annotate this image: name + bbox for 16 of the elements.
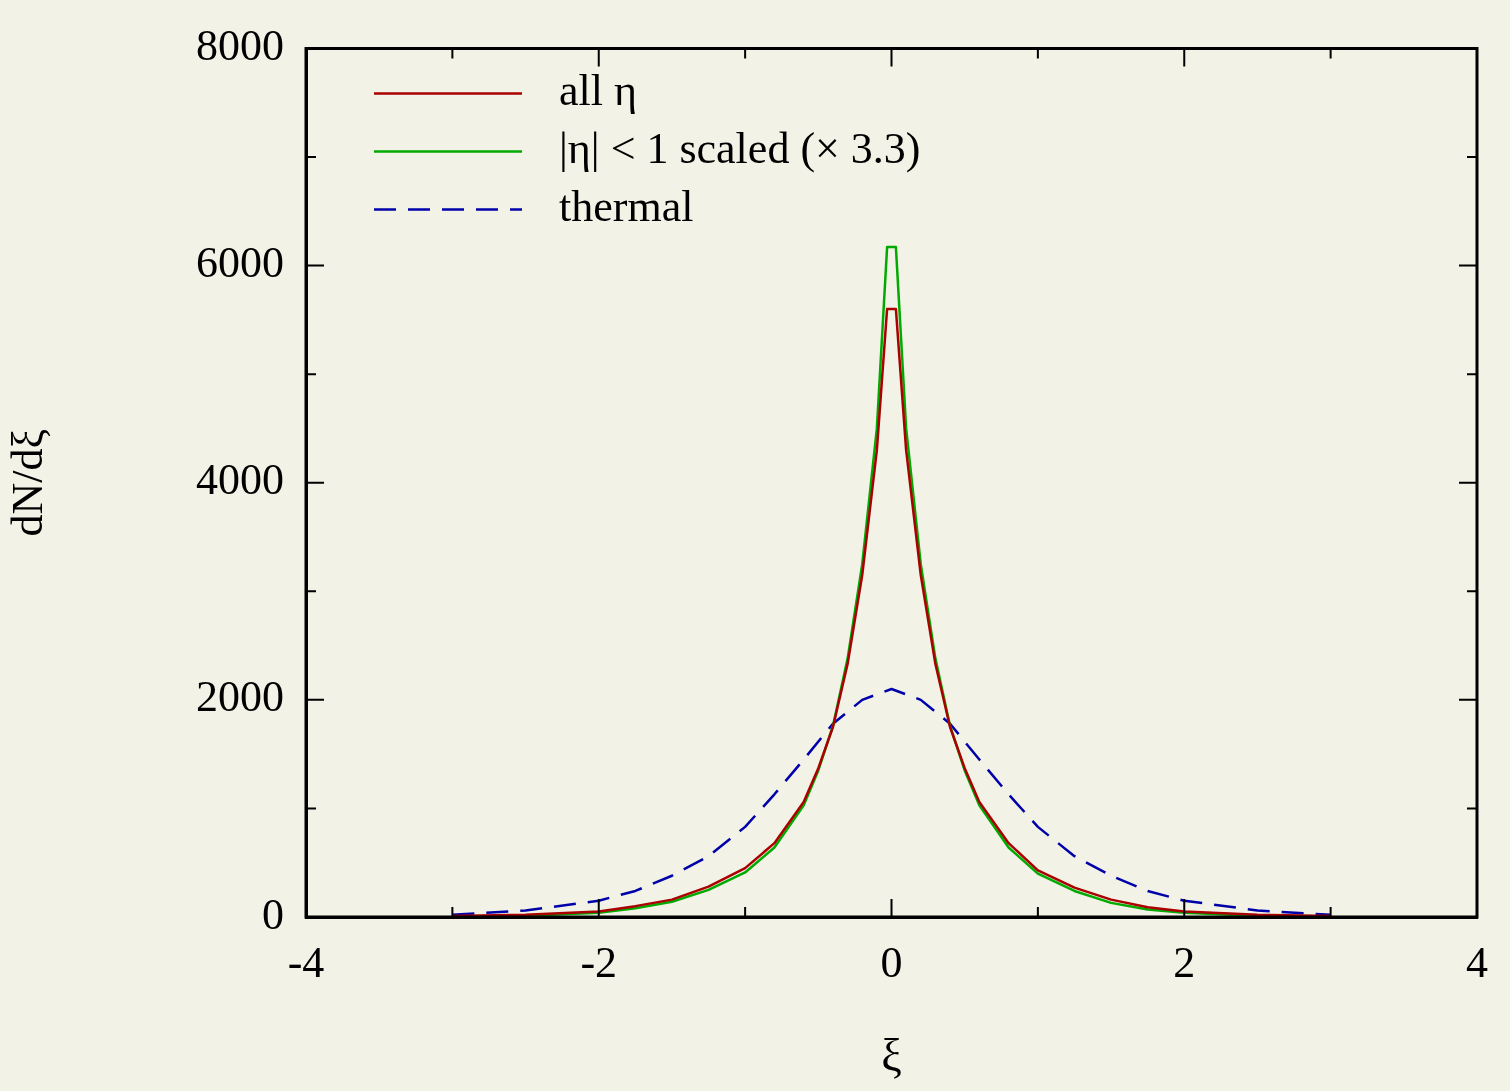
legend-label: all η (559, 65, 637, 115)
y-tick-label: 4000 (196, 455, 284, 505)
y-axis-title: dN/dξ (2, 428, 52, 537)
x-tick-label: 4 (1466, 937, 1488, 987)
y-tick-label: 2000 (196, 672, 284, 722)
x-tick-label: -4 (287, 937, 325, 987)
x-tick-label: 2 (1173, 937, 1196, 987)
line-series (451, 687, 1332, 917)
legend-label: |η| < 1 scaled (× 3.3) (559, 123, 921, 173)
x-axis-title: ξ (881, 1030, 902, 1082)
x-tick-label: -2 (580, 937, 618, 987)
legend-label: thermal (559, 181, 694, 231)
y-tick-label: 6000 (196, 238, 284, 288)
x-tick-label: 0 (880, 937, 903, 987)
y-tick-label: 0 (262, 889, 284, 939)
y-tick-label: 8000 (196, 20, 284, 70)
